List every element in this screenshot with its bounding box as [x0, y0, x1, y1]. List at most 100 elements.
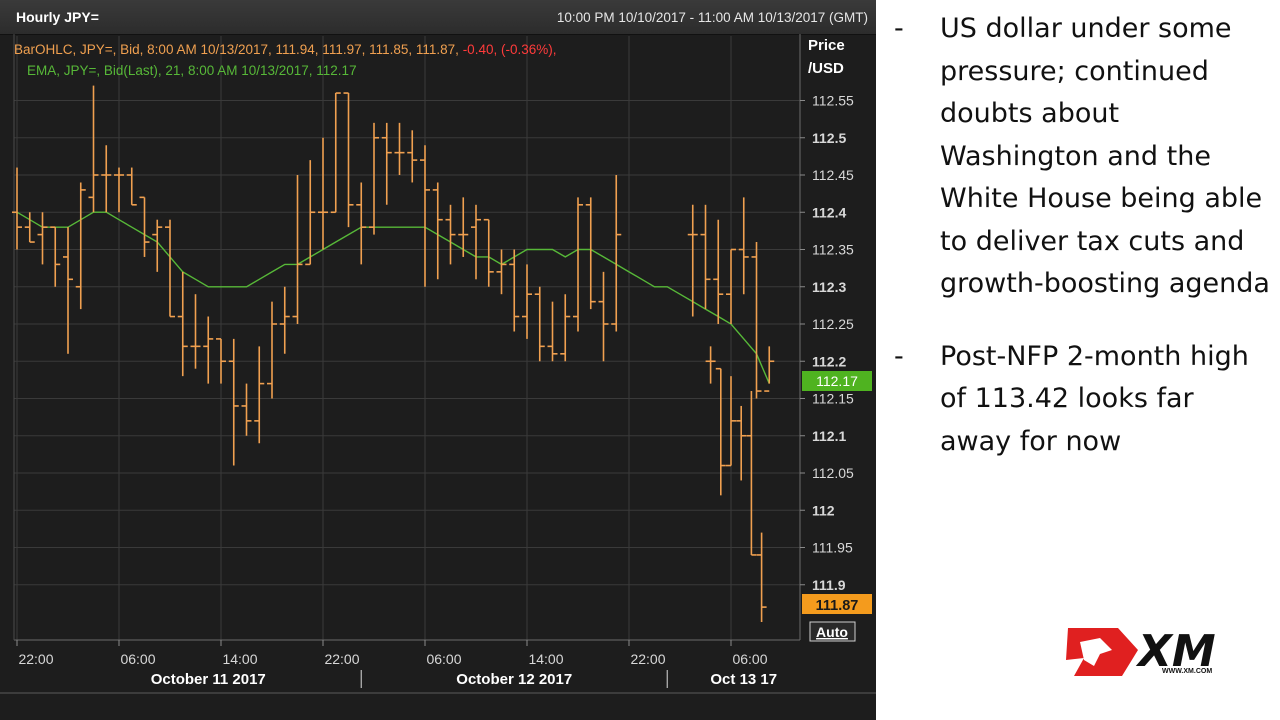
- y-tick-label: 112.05: [812, 465, 854, 481]
- logo-url: WWW.XM.COM: [1162, 668, 1213, 675]
- ohlc-bar: [560, 294, 571, 362]
- ema-line-layer: [16, 211, 770, 384]
- auto-scale-label: Auto: [816, 624, 848, 640]
- ohlc-bar: [726, 376, 736, 467]
- ohlc-bar: [152, 219, 163, 272]
- ohlc-bars: [12, 85, 775, 622]
- legend-bar-change: -0.40, (-0.36%),: [459, 42, 557, 57]
- ohlc-bar: [458, 197, 469, 257]
- ohlc-bar: [190, 294, 201, 369]
- ohlc-bar: [394, 122, 405, 175]
- ohlc-bar: [37, 212, 48, 265]
- ohlc-bar: [267, 301, 277, 399]
- ohlc-bar: [534, 286, 545, 362]
- logo-bull-icon: [1080, 638, 1112, 666]
- x-axis-ticks: 22:00 06:00 14:00 22:00 06:00 14:00 22:00 06:00…: [16, 640, 777, 688]
- y-axis-ticks: 112.55 112.5 112.45 112.4 112.35 112.3 112.25 1…: [800, 93, 854, 593]
- bullet-2: - Post-NFP 2-month high of 113.42 looks …: [890, 336, 1270, 464]
- ohlc-bar: [63, 227, 73, 354]
- ohlc-bar: [318, 137, 328, 250]
- ohlc-bar: [547, 301, 558, 362]
- ohlc-bar: [445, 204, 456, 265]
- ohlc-bar: [139, 196, 150, 257]
- grid-lines: [14, 36, 800, 640]
- ohlc-bar: [471, 204, 481, 280]
- ohlc-bar: [356, 182, 367, 265]
- ohlc-bar: [165, 219, 175, 318]
- ohlc-bar: [611, 175, 622, 332]
- date-label: October 11 2017: [151, 671, 266, 688]
- y-axis-title-line2: /USD: [808, 60, 844, 77]
- ohlc-bar: [369, 122, 379, 235]
- bullet-dash: -: [894, 340, 904, 372]
- ohlc-bar: [12, 167, 22, 250]
- ohlc-bar: [496, 249, 507, 295]
- ohlc-bar: [381, 122, 392, 205]
- ohlc-bar: [216, 338, 226, 384]
- chart-panel: Hourly JPY= 10:00 PM 10/10/2017 - 11:00 …: [0, 0, 876, 720]
- y-axis-title-line1: Price: [808, 37, 845, 54]
- ohlc-bar: [114, 167, 124, 213]
- y-tick-label: 112.3: [812, 279, 846, 295]
- ohlc-bar: [279, 286, 290, 354]
- ohlc-bar: [50, 226, 61, 287]
- ohlc-bar: [713, 219, 724, 324]
- x-tick-label: 14:00: [222, 651, 257, 667]
- ohlc-bar: [756, 532, 767, 622]
- y-tick-label: 112.25: [812, 316, 854, 332]
- last-tag-label: 111.87: [816, 598, 859, 614]
- commentary-bullets: - US dollar under some pressure; continu…: [890, 8, 1270, 493]
- ohlc-bar: [705, 346, 716, 384]
- y-tick-label: 112.55: [812, 93, 854, 109]
- x-tick-label: 14:00: [528, 651, 563, 667]
- ohlc-bar: [203, 316, 214, 384]
- chart-title: Hourly JPY=: [16, 9, 99, 25]
- ohlc-bar: [292, 175, 303, 324]
- ohlc-bar: [715, 367, 726, 496]
- x-tick-label: 22:00: [630, 651, 665, 667]
- ohlc-bar: [522, 264, 532, 339]
- ohlc-bar: [738, 197, 749, 295]
- legend-bar-main: BarOHLC, JPY=, Bid, 8:00 AM 10/13/2017, …: [14, 42, 459, 57]
- ohlc-bar: [764, 346, 775, 392]
- ohlc-bar: [432, 182, 443, 280]
- y-tick-label: 111.9: [812, 577, 846, 593]
- bullet-dash: -: [894, 13, 904, 44]
- last-price-tag: 111.87: [802, 594, 872, 614]
- ohlc-bar: [88, 85, 99, 213]
- bullet-text: Post-NFP 2-month high of 113.42 looks fa…: [940, 340, 1249, 457]
- x-tick-label: 22:00: [18, 651, 53, 667]
- ohlc-bar: [420, 145, 430, 287]
- ohlc-bar: [598, 271, 609, 362]
- ohlc-bar: [746, 391, 757, 556]
- ohlc-bar: [343, 92, 354, 228]
- logo-text: XM: [1135, 626, 1216, 677]
- ohlc-bar: [24, 212, 35, 243]
- ohlc-bar: [101, 145, 112, 213]
- ohlc-bar: [483, 218, 494, 287]
- ohlc-bar: [241, 383, 252, 436]
- ohlc-bar: [573, 197, 583, 332]
- y-tick-label: 112.15: [812, 391, 854, 407]
- y-tick-label: 111.95: [812, 540, 853, 556]
- x-tick-label: 22:00: [324, 651, 359, 667]
- date-label: Oct 13 17: [710, 671, 777, 688]
- legend-bar-series: BarOHLC, JPY=, Bid, 8:00 AM 10/13/2017, …: [14, 42, 556, 57]
- ohlc-bar: [585, 197, 596, 310]
- ohlc-bar: [254, 346, 265, 444]
- y-tick-label: 112.45: [812, 167, 854, 183]
- x-tick-label: 06:00: [732, 651, 767, 667]
- chart-titlebar: Hourly JPY= 10:00 PM 10/10/2017 - 11:00 …: [0, 0, 876, 35]
- y-tick-label: 112.4: [812, 204, 846, 220]
- ema-line: [16, 211, 770, 384]
- legend-ema-series: EMA, JPY=, Bid(Last), 21, 8:00 AM 10/13/…: [27, 63, 357, 78]
- y-tick-label: 112.35: [812, 242, 854, 258]
- xm-logo: XM: [1066, 626, 1216, 677]
- ohlc-bar: [700, 204, 711, 310]
- ohlc-chart: 112.55 112.5 112.45 112.4 112.35 112.3 112.25 1…: [0, 34, 876, 694]
- x-tick-label: 06:00: [120, 651, 155, 667]
- y-tick-label: 112.2: [812, 353, 846, 369]
- ohlc-bar: [305, 160, 316, 266]
- auto-scale-button[interactable]: Auto: [809, 621, 856, 642]
- ohlc-bar: [726, 248, 736, 324]
